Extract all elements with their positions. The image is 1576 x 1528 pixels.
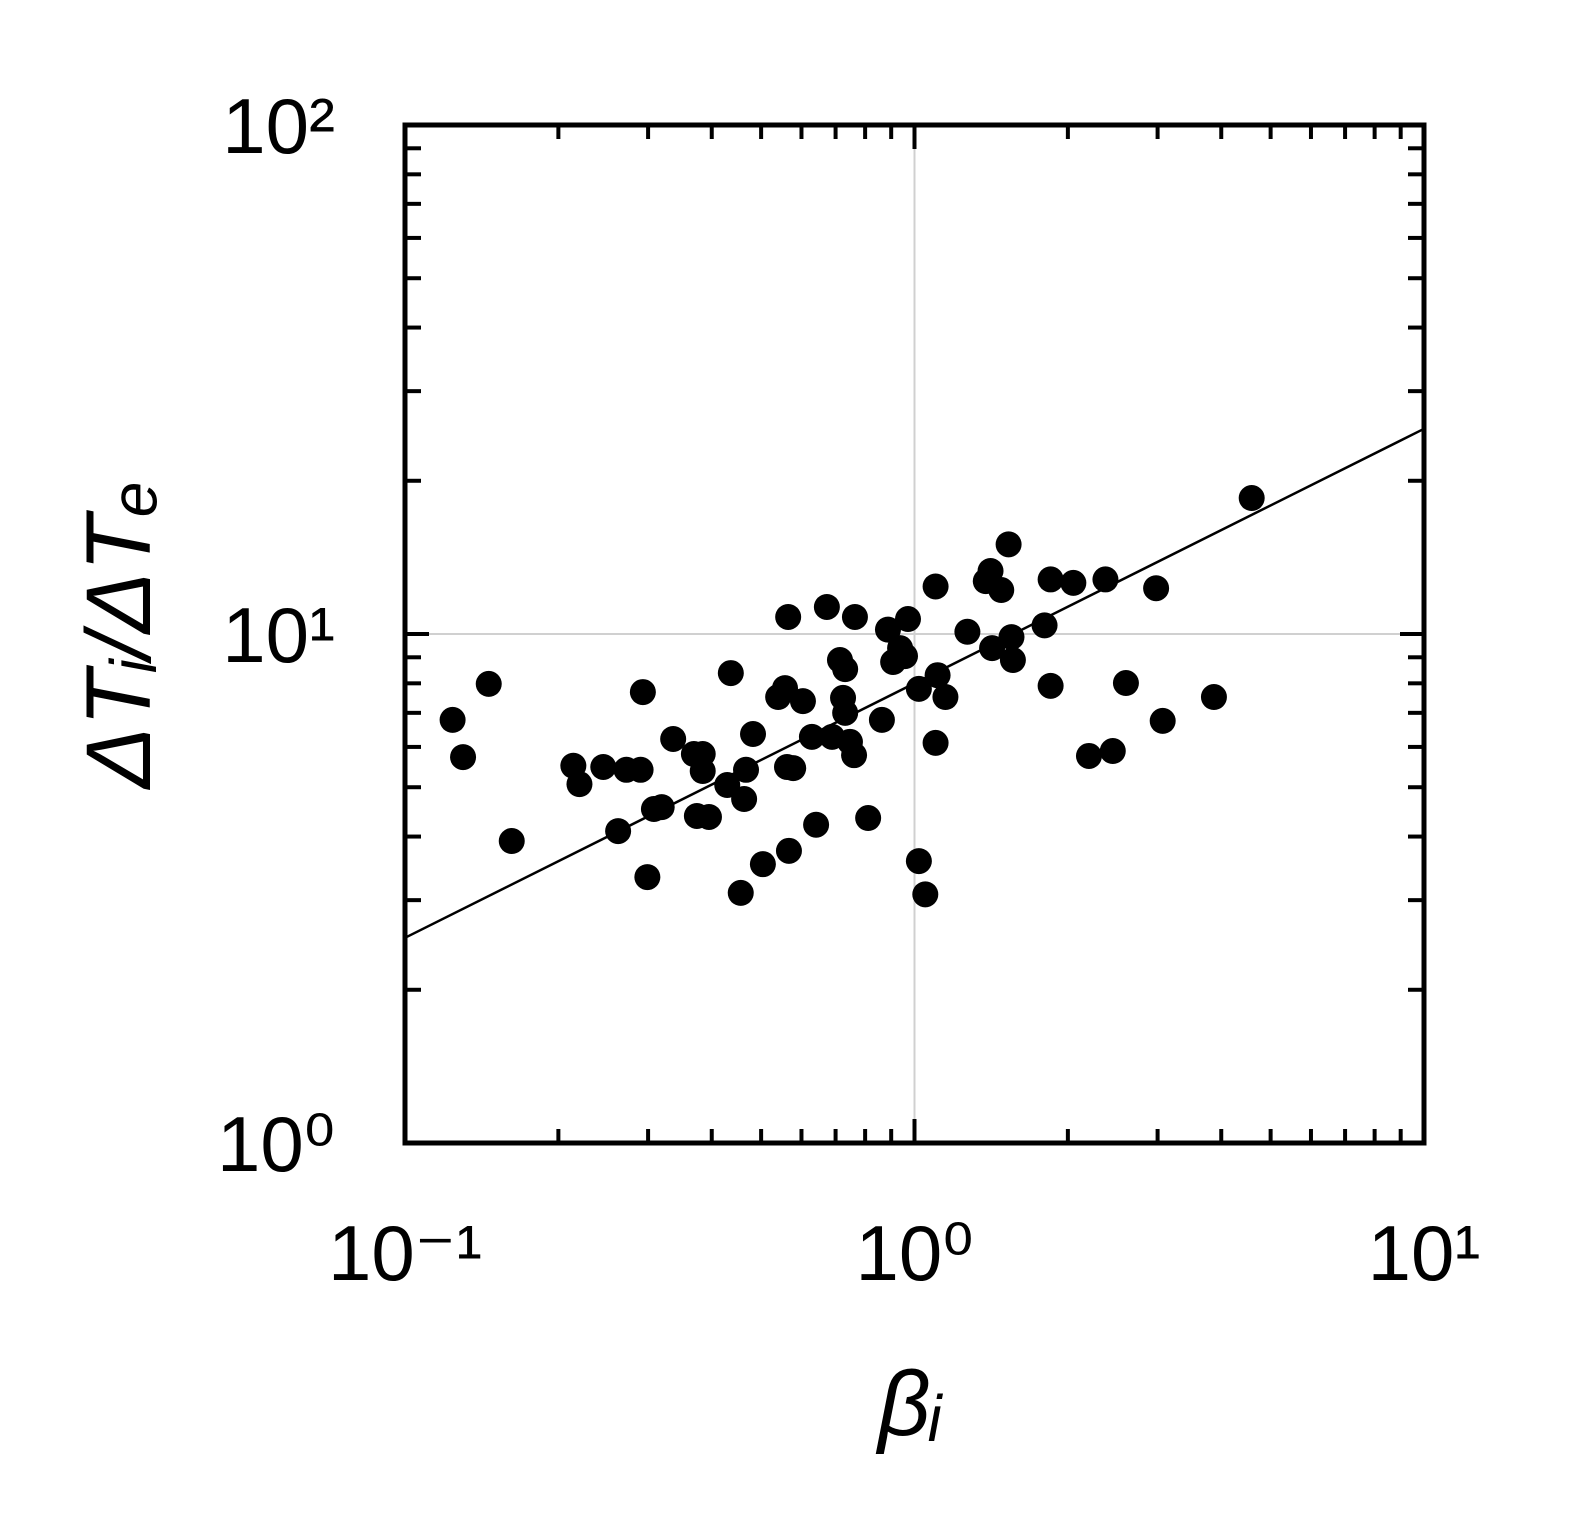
point (775, 603, 802, 630)
point (627, 756, 654, 783)
point (813, 593, 840, 620)
point (874, 616, 901, 643)
point (629, 679, 656, 706)
point (998, 624, 1025, 651)
point (1037, 672, 1064, 699)
x-tick-label: 10¹ (1368, 1209, 1481, 1297)
point (590, 753, 617, 780)
point (999, 647, 1026, 674)
point (717, 660, 744, 687)
point (988, 577, 1015, 604)
point (731, 786, 758, 813)
point (740, 721, 767, 748)
point (1075, 742, 1102, 769)
point (803, 811, 830, 838)
point (695, 803, 722, 830)
point (1112, 670, 1139, 697)
point (1037, 566, 1064, 593)
point (922, 573, 949, 600)
point (789, 688, 816, 715)
point (749, 851, 776, 878)
x-tick-label: 10⁻¹ (328, 1209, 482, 1297)
point (1099, 738, 1126, 765)
point (954, 618, 981, 645)
point (1143, 575, 1170, 602)
point (932, 684, 959, 711)
point (689, 758, 716, 785)
point (660, 725, 687, 752)
point (855, 805, 882, 832)
point (905, 675, 932, 702)
y-tick-label: 10⁰ (217, 1100, 335, 1188)
point (772, 675, 799, 702)
point (775, 837, 802, 864)
point (868, 706, 895, 733)
point (1060, 569, 1087, 596)
point (977, 557, 1004, 584)
y-tick-label: 10² (222, 82, 335, 170)
point (995, 531, 1022, 558)
point (894, 606, 921, 633)
point (566, 771, 593, 798)
point (1092, 566, 1119, 593)
x-axis-label: βᵢ (875, 1353, 944, 1455)
point (634, 864, 661, 891)
point (912, 881, 939, 908)
point (648, 794, 675, 821)
x-tick-label: 10⁰ (855, 1209, 973, 1297)
plot-frame (402, 122, 1427, 1146)
point (727, 879, 754, 906)
point (450, 744, 477, 771)
point (1200, 684, 1227, 711)
point (733, 756, 760, 783)
point (841, 742, 868, 769)
point (1149, 707, 1176, 734)
point (498, 828, 525, 855)
point (832, 656, 859, 683)
point (1238, 485, 1265, 512)
point (841, 603, 868, 630)
point (832, 699, 859, 726)
point (439, 706, 466, 733)
y-axis-label: ΔTᵢ/ΔTₑ (68, 480, 170, 790)
point (605, 818, 632, 845)
point (892, 643, 919, 670)
point (475, 670, 502, 697)
y-tick-label: 10¹ (222, 591, 335, 679)
point (922, 729, 949, 756)
point (979, 635, 1006, 662)
point (798, 723, 825, 750)
point (905, 848, 932, 875)
point (924, 662, 951, 689)
point (780, 755, 807, 782)
point (1031, 612, 1058, 639)
